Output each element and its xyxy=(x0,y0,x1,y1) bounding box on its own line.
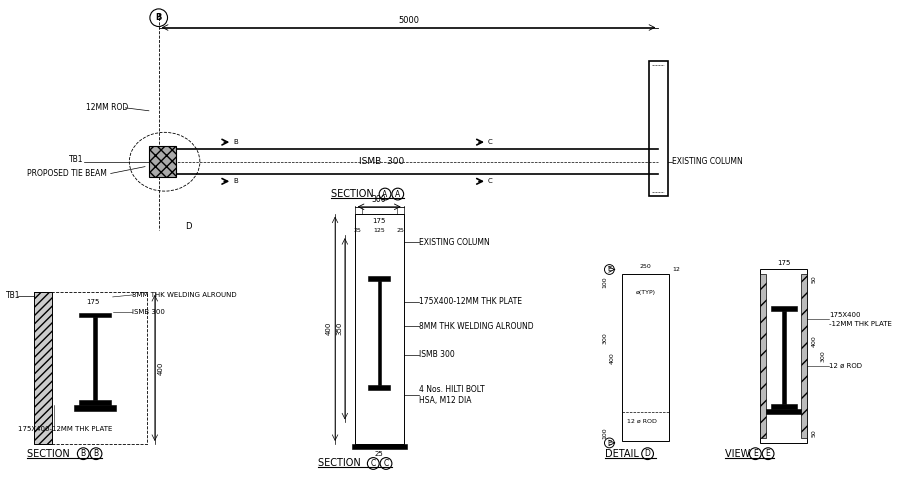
Text: TB1: TB1 xyxy=(6,292,21,300)
Text: 125: 125 xyxy=(373,228,385,233)
Text: 4 Nos. HILTI BOLT: 4 Nos. HILTI BOLT xyxy=(419,386,485,394)
Bar xyxy=(369,385,390,390)
Text: SECTION: SECTION xyxy=(27,449,73,459)
Bar xyxy=(369,276,390,281)
Text: 50: 50 xyxy=(811,275,816,283)
Text: -12MM THK PLATE: -12MM THK PLATE xyxy=(829,321,892,327)
Bar xyxy=(771,404,796,409)
Text: 25: 25 xyxy=(354,228,361,233)
Text: E: E xyxy=(766,449,770,458)
Text: 100: 100 xyxy=(603,276,607,288)
Bar xyxy=(649,61,669,196)
Text: 175: 175 xyxy=(86,299,100,305)
Bar xyxy=(79,313,111,318)
Text: B: B xyxy=(156,13,162,22)
Text: 5000: 5000 xyxy=(398,16,419,24)
Bar xyxy=(75,405,115,411)
Text: 400: 400 xyxy=(158,361,164,375)
Text: C: C xyxy=(384,459,388,468)
Text: 250: 250 xyxy=(640,264,651,269)
Text: ISMB 300: ISMB 300 xyxy=(419,350,455,359)
Text: 300: 300 xyxy=(603,332,607,344)
Bar xyxy=(782,311,786,404)
Text: 175: 175 xyxy=(777,260,790,266)
Text: E: E xyxy=(607,440,612,446)
Text: 175X400-12MM THK PLATE: 175X400-12MM THK PLATE xyxy=(18,426,112,432)
Bar xyxy=(760,270,807,443)
Bar xyxy=(149,146,177,177)
Text: PROPOSED TIE BEAM: PROPOSED TIE BEAM xyxy=(27,169,107,178)
Bar xyxy=(622,274,669,441)
Text: C: C xyxy=(488,139,493,145)
Text: C: C xyxy=(370,459,376,468)
Text: 175X400-12MM THK PLATE: 175X400-12MM THK PLATE xyxy=(419,297,523,306)
Text: 400: 400 xyxy=(811,336,816,347)
Text: ISMB 300: ISMB 300 xyxy=(132,309,165,315)
Bar xyxy=(34,292,52,444)
Bar xyxy=(34,292,147,444)
Bar xyxy=(93,318,97,400)
Bar xyxy=(378,281,380,385)
Bar xyxy=(355,214,404,444)
Text: B: B xyxy=(94,449,98,458)
Bar xyxy=(79,400,111,405)
Bar xyxy=(760,274,766,438)
Text: 300: 300 xyxy=(372,195,387,204)
Text: 400: 400 xyxy=(609,352,614,364)
Text: 350: 350 xyxy=(336,322,341,336)
Text: HSA, M12 DIA: HSA, M12 DIA xyxy=(419,396,472,405)
Text: 100: 100 xyxy=(603,427,607,439)
Text: DETAIL: DETAIL xyxy=(605,449,642,459)
Text: SECTION: SECTION xyxy=(332,189,377,199)
Text: VIEW: VIEW xyxy=(725,449,753,459)
Bar xyxy=(801,274,807,438)
Text: 12 ø ROD: 12 ø ROD xyxy=(829,363,862,368)
Text: EXISTING COLUMN: EXISTING COLUMN xyxy=(672,157,742,166)
Text: D: D xyxy=(185,222,191,231)
Text: C: C xyxy=(488,178,493,184)
Text: TB1: TB1 xyxy=(68,155,83,164)
Text: 25: 25 xyxy=(375,451,384,457)
Bar xyxy=(351,444,406,449)
Text: 300: 300 xyxy=(820,350,825,362)
Text: 8MM THK WELDING ALROUND: 8MM THK WELDING ALROUND xyxy=(419,322,534,331)
Text: B: B xyxy=(233,139,238,145)
Text: A: A xyxy=(382,190,387,198)
Text: 8MM THK WELDING ALROUND: 8MM THK WELDING ALROUND xyxy=(132,292,237,298)
Text: A: A xyxy=(396,190,400,198)
Text: EXISTING COLUMN: EXISTING COLUMN xyxy=(419,238,490,246)
Text: 12: 12 xyxy=(672,267,680,272)
Bar xyxy=(766,409,801,415)
Text: B: B xyxy=(233,178,238,184)
Text: SECTION: SECTION xyxy=(318,459,364,468)
Text: E: E xyxy=(607,267,612,272)
Text: 25: 25 xyxy=(396,228,405,233)
Text: 175: 175 xyxy=(372,218,386,223)
Text: 12MM ROD: 12MM ROD xyxy=(86,103,129,112)
Bar xyxy=(771,306,796,311)
Text: 400: 400 xyxy=(326,322,332,336)
Text: 175X400: 175X400 xyxy=(829,312,860,318)
Text: ISMB  300: ISMB 300 xyxy=(359,157,405,166)
Text: E: E xyxy=(753,449,758,458)
Text: D: D xyxy=(644,449,651,458)
Text: ø(TYP): ø(TYP) xyxy=(635,290,656,294)
Text: 12 ø ROD: 12 ø ROD xyxy=(627,419,657,424)
Text: 50: 50 xyxy=(811,429,816,437)
Text: B: B xyxy=(81,449,86,458)
